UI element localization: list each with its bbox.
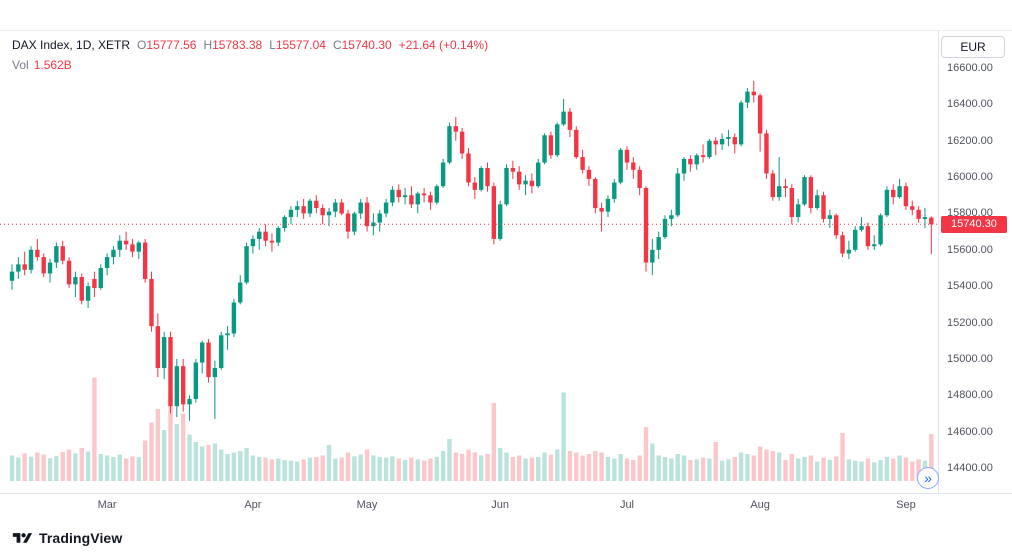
price-scale[interactable]: 16600.00 16400.00 16200.00 16000.00 15800.00… [939, 0, 1012, 493]
time-scale[interactable]: Mar Apr May Jun Jul Aug Sep [0, 494, 938, 520]
footer: TradingView [12, 530, 122, 546]
close-label: C [332, 38, 342, 52]
price-axis-label: 16400.00 [947, 98, 993, 111]
time-axis-label: Sep [896, 499, 916, 511]
tradingview-logo-icon [12, 532, 33, 543]
time-axis-label: Mar [97, 499, 117, 511]
volume-value: 1.562B [33, 58, 72, 72]
change-value: +21.64 (+0.14%) [398, 38, 489, 52]
time-axis-label: Jul [619, 499, 634, 511]
price-axis-label: 15200.00 [947, 316, 993, 329]
time-axis-label: Aug [750, 499, 770, 511]
symbol-title[interactable]: DAX Index, 1D, XETR [12, 38, 131, 52]
price-axis-label: 14800.00 [947, 389, 993, 402]
legend: DAX Index, 1D, XETR O15777.56 H15783.38 L15… [12, 36, 488, 74]
tradingview-logo-link[interactable]: TradingView [12, 530, 122, 546]
currency-button[interactable]: EUR [941, 36, 1005, 58]
low-label: L [269, 38, 276, 52]
time-scale-divider [0, 493, 1012, 494]
price-axis-label: 16000.00 [947, 171, 993, 184]
price-axis-label: 15400.00 [947, 280, 993, 293]
volume-label: Vol [12, 58, 29, 72]
last-price-tag: 15740.30 [941, 215, 1007, 233]
time-axis-label: Jun [491, 499, 510, 511]
high-label: H [203, 38, 213, 52]
low-value: 15577.04 [275, 38, 326, 52]
price-axis-label: 14400.00 [947, 462, 993, 474]
legend-ohlc-row: DAX Index, 1D, XETR O15777.56 H15783.38 L15… [12, 36, 488, 54]
time-axis-label: May [356, 499, 378, 511]
price-axis-label: 16200.00 [947, 134, 993, 147]
top-divider [0, 30, 1012, 31]
tradingview-brand-text: TradingView [39, 530, 123, 546]
go-to-realtime-button[interactable]: » [917, 467, 939, 489]
price-axis-label: 15600.00 [947, 243, 993, 256]
price-scale-divider [938, 30, 939, 493]
price-axis-label: 14600.00 [947, 425, 993, 438]
legend-volume-row: Vol 1.562B [12, 56, 488, 74]
price-axis-label: 15000.00 [947, 352, 993, 365]
fast-forward-icon: » [924, 469, 932, 486]
candlestick-chart[interactable] [0, 0, 938, 493]
time-axis-label: Apr [244, 499, 262, 511]
high-value: 15783.38 [212, 38, 263, 52]
close-value: 15740.30 [341, 38, 392, 52]
price-axis-label: 16600.00 [947, 62, 993, 74]
open-label: O [137, 38, 147, 52]
open-value: 15777.56 [146, 38, 197, 52]
